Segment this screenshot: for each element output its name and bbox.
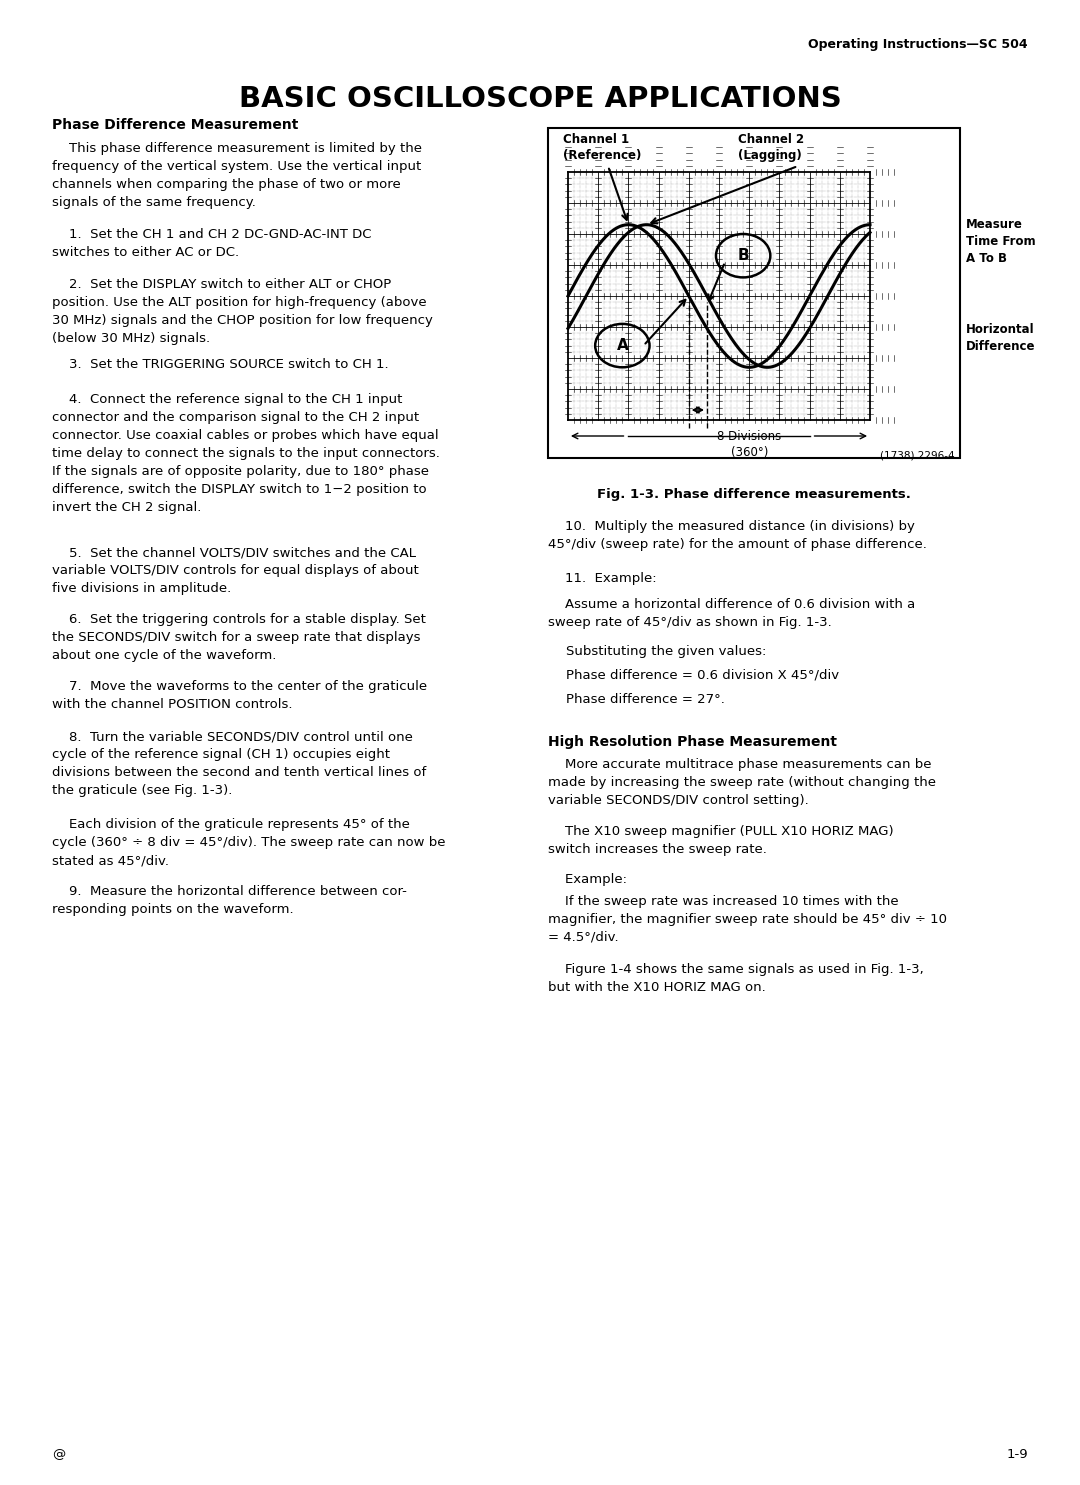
Text: 4.  Connect the reference signal to the CH 1 input
connector and the comparison : 4. Connect the reference signal to the C…: [52, 394, 440, 514]
Text: Channel 2
(Lagging): Channel 2 (Lagging): [738, 134, 805, 162]
Text: Fig. 1-3. Phase difference measurements.: Fig. 1-3. Phase difference measurements.: [597, 489, 910, 500]
Text: BASIC OSCILLOSCOPE APPLICATIONS: BASIC OSCILLOSCOPE APPLICATIONS: [239, 85, 841, 113]
Text: Each division of the graticule represents 45° of the
cycle (360° ÷ 8 div = 45°/d: Each division of the graticule represent…: [52, 818, 446, 867]
Text: 8 Divisions
(360°): 8 Divisions (360°): [717, 431, 781, 459]
Text: Assume a horizontal difference of 0.6 division with a
sweep rate of 45°/div as s: Assume a horizontal difference of 0.6 di…: [548, 598, 915, 630]
Text: Phase Difference Measurement: Phase Difference Measurement: [52, 117, 298, 132]
Text: Substituting the given values:: Substituting the given values:: [566, 644, 767, 658]
Text: More accurate multitrace phase measurements can be
made by increasing the sweep : More accurate multitrace phase measureme…: [548, 757, 936, 806]
Text: (1738) 2296-4: (1738) 2296-4: [880, 450, 955, 460]
Text: High Resolution Phase Measurement: High Resolution Phase Measurement: [548, 735, 837, 748]
Text: 1.  Set the CH 1 and CH 2 DC-GND-AC-INT DC
switches to either AC or DC.: 1. Set the CH 1 and CH 2 DC-GND-AC-INT D…: [52, 229, 372, 258]
Text: Example:: Example:: [548, 873, 627, 887]
Text: Measure
Time From
A To B: Measure Time From A To B: [966, 218, 1036, 264]
Text: If the sweep rate was increased 10 times with the
magnifier, the magnifier sweep: If the sweep rate was increased 10 times…: [548, 895, 947, 944]
Text: Horizontal
Difference: Horizontal Difference: [966, 324, 1036, 353]
Text: 9.  Measure the horizontal difference between cor-
responding points on the wave: 9. Measure the horizontal difference bet…: [52, 885, 407, 916]
Text: 10.  Multiply the measured distance (in divisions) by
45°/div (sweep rate) for t: 10. Multiply the measured distance (in d…: [548, 520, 927, 551]
Text: B: B: [738, 248, 748, 263]
Text: Phase difference = 27°.: Phase difference = 27°.: [566, 693, 725, 705]
Text: Channel 1
(Reference): Channel 1 (Reference): [563, 134, 642, 162]
Text: Operating Instructions—SC 504: Operating Instructions—SC 504: [808, 39, 1028, 50]
Bar: [548, 128, 960, 457]
Text: 3.  Set the TRIGGERING SOURCE switch to CH 1.: 3. Set the TRIGGERING SOURCE switch to C…: [52, 358, 389, 371]
Text: A: A: [617, 339, 629, 353]
Text: 1-9: 1-9: [1007, 1448, 1028, 1461]
Text: 5.  Set the channel VOLTS/DIV switches and the CAL
variable VOLTS/DIV controls f: 5. Set the channel VOLTS/DIV switches an…: [52, 546, 419, 595]
Text: 7.  Move the waveforms to the center of the graticule
with the channel POSITION : 7. Move the waveforms to the center of t…: [52, 680, 427, 711]
Text: 11.  Example:: 11. Example:: [548, 572, 657, 585]
Text: Figure 1-4 shows the same signals as used in Fig. 1-3,
but with the X10 HORIZ MA: Figure 1-4 shows the same signals as use…: [548, 962, 923, 993]
Text: 8.  Turn the variable SECONDS/DIV control until one
cycle of the reference signa: 8. Turn the variable SECONDS/DIV control…: [52, 731, 427, 797]
Text: This phase difference measurement is limited by the
frequency of the vertical sy: This phase difference measurement is lim…: [52, 143, 422, 209]
Text: The X10 sweep magnifier (PULL X10 HORIZ MAG)
switch increases the sweep rate.: The X10 sweep magnifier (PULL X10 HORIZ …: [548, 826, 893, 855]
Text: 6.  Set the triggering controls for a stable display. Set
the SECONDS/DIV switch: 6. Set the triggering controls for a sta…: [52, 613, 426, 662]
Text: Phase difference = 0.6 division X 45°/div: Phase difference = 0.6 division X 45°/di…: [566, 668, 839, 682]
Text: @: @: [52, 1448, 65, 1461]
Text: 2.  Set the DISPLAY switch to either ALT or CHOP
position. Use the ALT position : 2. Set the DISPLAY switch to either ALT …: [52, 278, 433, 345]
